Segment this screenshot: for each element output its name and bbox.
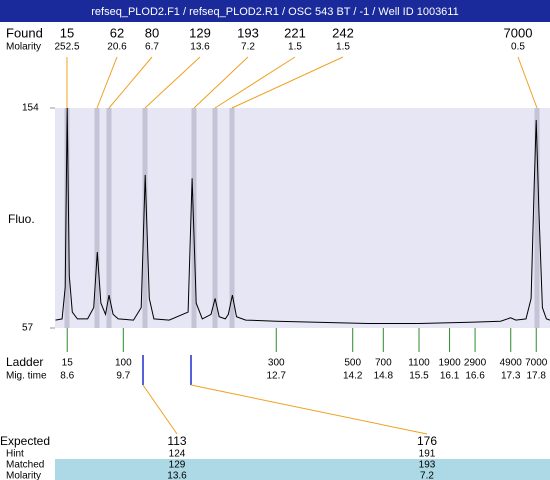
found-size: 221 xyxy=(284,25,306,40)
found-size: 193 xyxy=(237,25,259,40)
ladder-size: 7000 xyxy=(525,358,548,369)
header-title: refseq_PLOD2.F1 / refseq_PLOD2.R1 / OSC … xyxy=(91,6,458,18)
ladder-mig-time: 8.6 xyxy=(60,371,74,382)
plot-area xyxy=(55,108,550,328)
peak-band xyxy=(191,108,197,328)
found-size: 129 xyxy=(189,25,211,40)
peak-connector xyxy=(96,56,118,109)
y-tick-label: 154 xyxy=(22,103,39,114)
ladder-size: 1100 xyxy=(408,358,430,369)
expected-value: 129 xyxy=(169,460,186,471)
peak-band xyxy=(534,108,540,328)
expected-connector xyxy=(190,384,428,435)
found-molarity: 252.5 xyxy=(54,42,79,53)
trace-line xyxy=(55,107,550,324)
peak-connector xyxy=(193,56,249,109)
ladder-mig-time: 16.1 xyxy=(440,371,460,382)
found-molarity: 1.5 xyxy=(336,42,350,53)
ladder-size: 15 xyxy=(62,358,74,369)
header-bar xyxy=(0,0,550,22)
found-label: Found xyxy=(6,25,43,40)
peak-connector xyxy=(517,56,538,109)
expected-row-label: Expected xyxy=(0,434,50,448)
expected-connector xyxy=(142,384,178,435)
ladder-mig-time: 14.8 xyxy=(374,371,394,382)
ladder-mig-time: 14.2 xyxy=(343,371,363,382)
ladder-mig-time: 12.7 xyxy=(267,371,287,382)
ladder-mig-time: 15.5 xyxy=(409,371,429,382)
found-size: 15 xyxy=(60,25,74,40)
peak-band xyxy=(106,108,112,328)
peak-band xyxy=(94,108,100,328)
found-molarity-label: Molarity xyxy=(6,42,41,53)
found-molarity: 1.5 xyxy=(288,42,302,53)
expected-value: 191 xyxy=(419,449,436,460)
found-molarity: 0.5 xyxy=(511,42,525,53)
expected-value: 124 xyxy=(169,449,186,460)
found-molarity: 7.2 xyxy=(241,42,255,53)
peak-connector xyxy=(108,56,153,109)
ladder-size: 1900 xyxy=(438,358,461,369)
ladder-mig-time: 17.8 xyxy=(527,371,547,382)
ladder-size: 2900 xyxy=(464,358,487,369)
found-size: 80 xyxy=(145,25,159,40)
mig-time-label: Mig. time xyxy=(6,371,47,382)
expected-value: 193 xyxy=(419,460,436,471)
peak-band xyxy=(229,108,235,328)
ladder-size: 700 xyxy=(375,358,392,369)
expected-value: 7.2 xyxy=(420,471,434,480)
peak-connector xyxy=(144,56,201,109)
peak-band xyxy=(212,108,218,328)
peak-band xyxy=(142,108,148,328)
ladder-mig-time: 9.7 xyxy=(116,371,130,382)
peak-connector xyxy=(231,56,344,109)
expected-value: 113 xyxy=(167,434,186,448)
expected-row-label: Hint xyxy=(6,449,24,460)
found-size: 62 xyxy=(110,25,124,40)
found-size: 242 xyxy=(332,25,354,40)
found-molarity: 20.6 xyxy=(107,42,127,53)
y-axis-label: Fluo. xyxy=(8,212,35,226)
ladder-size: 300 xyxy=(268,358,285,369)
expected-row-label: Molarity xyxy=(6,471,41,480)
found-molarity: 6.7 xyxy=(145,42,159,53)
peak-connector xyxy=(214,56,296,109)
peak-band xyxy=(64,108,70,328)
ladder-mig-time: 17.3 xyxy=(501,371,521,382)
expected-value: 176 xyxy=(417,434,437,448)
found-size: 7000 xyxy=(504,25,533,40)
expected-row-label: Matched xyxy=(6,460,44,471)
ladder-size: 500 xyxy=(344,358,361,369)
expected-value: 13.6 xyxy=(167,471,187,480)
ladder-size: 100 xyxy=(115,358,132,369)
ladder-size: 4900 xyxy=(500,358,523,369)
ladder-mig-time: 16.6 xyxy=(465,371,485,382)
found-molarity: 13.6 xyxy=(190,42,210,53)
ladder-label: Ladder xyxy=(6,355,43,369)
matched-highlight xyxy=(55,459,550,480)
y-tick-label: 57 xyxy=(22,323,34,334)
